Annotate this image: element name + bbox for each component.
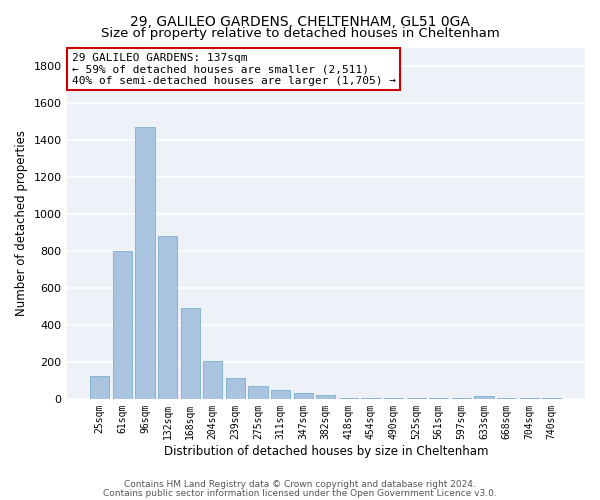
Text: Size of property relative to detached houses in Cheltenham: Size of property relative to detached ho… <box>101 28 499 40</box>
Bar <box>248 386 268 399</box>
Bar <box>90 376 109 399</box>
Text: 29, GALILEO GARDENS, CHELTENHAM, GL51 0GA: 29, GALILEO GARDENS, CHELTENHAM, GL51 0G… <box>130 15 470 29</box>
Text: Contains HM Land Registry data © Crown copyright and database right 2024.: Contains HM Land Registry data © Crown c… <box>124 480 476 489</box>
Bar <box>475 396 494 399</box>
Bar <box>316 395 335 399</box>
Bar <box>293 393 313 399</box>
Bar <box>271 390 290 399</box>
Bar <box>136 127 155 399</box>
X-axis label: Distribution of detached houses by size in Cheltenham: Distribution of detached houses by size … <box>164 444 488 458</box>
Bar <box>181 308 200 399</box>
Bar <box>203 361 223 399</box>
Text: 29 GALILEO GARDENS: 137sqm
← 59% of detached houses are smaller (2,511)
40% of s: 29 GALILEO GARDENS: 137sqm ← 59% of deta… <box>72 53 396 86</box>
Bar <box>158 236 177 399</box>
Y-axis label: Number of detached properties: Number of detached properties <box>15 130 28 316</box>
Text: Contains public sector information licensed under the Open Government Licence v3: Contains public sector information licen… <box>103 488 497 498</box>
Bar <box>113 251 132 399</box>
Bar <box>339 398 358 399</box>
Bar <box>226 378 245 399</box>
